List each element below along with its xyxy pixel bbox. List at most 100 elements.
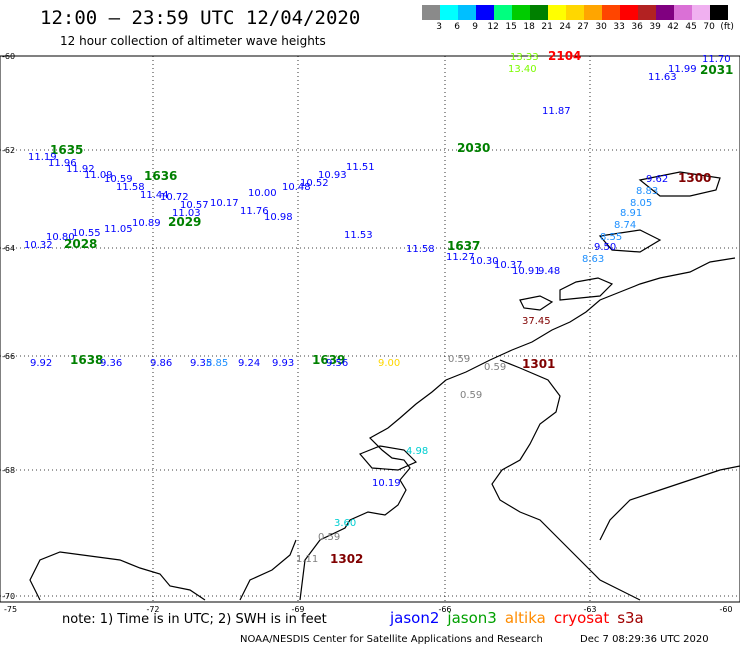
- peninsula-inner-coast: [491, 359, 641, 601]
- pass-time-label: 1635: [50, 143, 83, 157]
- wave-height-label: 10.89: [132, 218, 161, 229]
- antarctic-peninsula-coast: [299, 257, 736, 601]
- wave-height-label: 11.63: [648, 72, 677, 83]
- wave-height-label: 10.55: [72, 228, 101, 239]
- wave-height-label: 9.00: [378, 358, 400, 369]
- wave-height-label: 10.98: [264, 212, 293, 223]
- wave-height-label: 10.37: [494, 260, 523, 271]
- lat-lon-grid: -60 -62 -64 -66 -68 -70 -75 -72 -69 -66 -63 -60: [0, 52, 740, 614]
- wave-height-label: 4.98: [406, 446, 428, 457]
- lon-label: -63: [583, 605, 596, 614]
- wave-height-label: 0.59: [318, 532, 340, 543]
- island-outline-1: [559, 277, 614, 301]
- wave-height-label: 11.51: [346, 162, 375, 173]
- lat-label: -70: [2, 592, 15, 601]
- wave-height-label: 11.09: [84, 170, 113, 181]
- color-scale-label: 3: [436, 22, 442, 32]
- lon-label: -69: [291, 605, 304, 614]
- color-scale-label: 18: [523, 22, 535, 32]
- pass-time-label: 2030: [457, 141, 490, 155]
- wave-height-label: 11.19: [28, 152, 57, 163]
- color-swatch-16: [710, 5, 728, 20]
- color-scale-label: 15: [505, 22, 517, 32]
- wave-height-label: 11.44: [140, 190, 169, 201]
- color-swatch-0: [422, 5, 440, 20]
- color-scale-label: 42: [667, 22, 679, 32]
- wave-height-label: 11.70: [702, 54, 731, 65]
- wave-height-label: 9.24: [238, 358, 260, 369]
- wave-height-label: 10.57: [180, 200, 209, 211]
- island-outline-5: [358, 445, 418, 471]
- legend-item-altika: altika: [504, 609, 546, 627]
- color-swatch-10: [602, 5, 620, 20]
- wave-height-label: 10.59: [104, 174, 133, 185]
- wave-height-label: 1.11: [296, 554, 318, 565]
- pass-time-label: 2028: [64, 237, 97, 251]
- wave-height-label: 3.60: [334, 518, 356, 529]
- lon-label: -75: [4, 605, 17, 614]
- footer-credit: NOAA/NESDIS Center for Satellite Applica…: [240, 634, 543, 645]
- lat-label: -62: [2, 146, 15, 155]
- wave-height-label: 10.32: [24, 240, 53, 251]
- wave-height-label: 9.48: [538, 266, 560, 277]
- footer-note: note: 1) Time is in UTC; 2) SWH is in fe…: [62, 612, 327, 627]
- lon-label: -60: [719, 605, 732, 614]
- coast-west: [239, 539, 297, 601]
- wave-height-label: 8.74: [614, 220, 636, 231]
- wave-height-label: 9.62: [646, 174, 668, 185]
- wave-height-label: 10.17: [210, 198, 239, 209]
- color-scale-label: 6: [454, 22, 460, 32]
- pass-time-label: 1639: [312, 353, 345, 367]
- wave-height-label: 11.92: [66, 164, 95, 175]
- pass-time-label: 1302: [330, 552, 363, 566]
- wave-height-label: 8.05: [630, 198, 652, 209]
- legend-item-s3a: s3a: [617, 609, 644, 627]
- color-swatch-2: [458, 5, 476, 20]
- island-outline-3: [638, 171, 721, 197]
- wave-height-label: 0.59: [460, 390, 482, 401]
- color-swatch-3: [476, 5, 494, 20]
- color-swatch-1: [440, 5, 458, 20]
- pass-time-label: 1638: [70, 353, 103, 367]
- legend-item-jason3: jason3: [447, 609, 497, 627]
- wave-height-label: 0.59: [448, 354, 470, 365]
- lat-label: -60: [2, 52, 15, 61]
- lon-label: -72: [146, 605, 159, 614]
- color-swatch-12: [638, 5, 656, 20]
- wave-height-label: 10.48: [282, 182, 311, 193]
- map-title: 12:00 – 23:59 UTC 12/04/2020: [40, 7, 361, 29]
- color-scale-label: 33: [613, 22, 625, 32]
- wave-height-label: 11.99: [668, 64, 697, 75]
- alexander-island: [29, 551, 206, 601]
- wave-height-label: 8.85: [206, 358, 228, 369]
- color-swatch-11: [620, 5, 638, 20]
- wave-height-label: 10.80: [46, 232, 75, 243]
- map-subtitle: 12 hour collection of altimeter wave hei…: [60, 34, 326, 48]
- color-swatch-9: [584, 5, 602, 20]
- color-scale-label: 45: [685, 22, 697, 32]
- wave-height-label: 10.93: [318, 170, 347, 181]
- coastline: [29, 171, 740, 601]
- wave-height-label: 11.27: [446, 252, 475, 263]
- color-scale-label: 24: [559, 22, 571, 32]
- color-swatch-7: [548, 5, 566, 20]
- wave-height-label: 0.59: [484, 362, 506, 373]
- wave-height-label: 10.72: [160, 192, 189, 203]
- color-swatch-4: [494, 5, 512, 20]
- wave-height-label: 10.30: [470, 256, 499, 267]
- wave-height-label: 9.86: [150, 358, 172, 369]
- pass-time-label: 1301: [522, 357, 555, 371]
- color-scale-label: 12: [487, 22, 499, 32]
- legend-item-jason2: jason2: [390, 609, 440, 627]
- wave-height-label: 9.36: [100, 358, 122, 369]
- wave-height-label: 11.03: [172, 208, 201, 219]
- color-swatch-8: [566, 5, 584, 20]
- color-scale-label: 70: [703, 22, 715, 32]
- wave-height-label: 11.76: [240, 206, 269, 217]
- legend-item-cryosat: cryosat: [553, 609, 610, 627]
- wave-height-label: 9.35: [190, 358, 212, 369]
- color-scale-label: 39: [649, 22, 661, 32]
- color-swatch-6: [530, 5, 548, 20]
- map-frame: [0, 55, 740, 603]
- color-scale-bar: [422, 5, 728, 20]
